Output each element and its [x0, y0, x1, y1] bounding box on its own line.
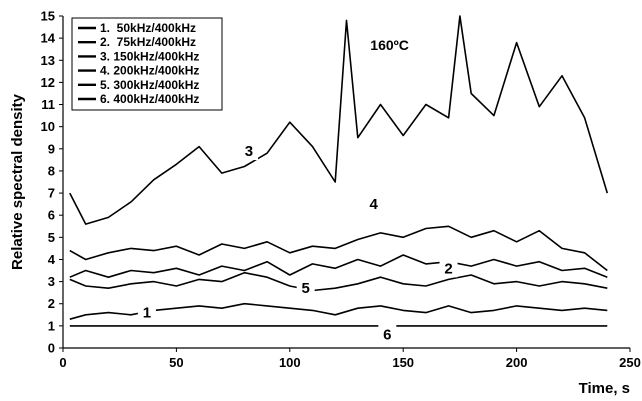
series-5-label: 5 — [302, 280, 310, 297]
x-tick-label: 200 — [506, 355, 528, 370]
series-5-label-bg — [296, 277, 315, 298]
y-tick-label: 4 — [48, 252, 56, 267]
y-tick-label: 7 — [48, 186, 55, 201]
y-tick-label: 13 — [41, 53, 55, 68]
y-tick-label: 6 — [48, 208, 55, 223]
legend-entry-5: 5. 300kHz/400kHz — [100, 78, 199, 92]
series-5-line — [69, 254, 608, 279]
series-3-label: 3 — [245, 143, 253, 160]
series-3-label-bg — [239, 140, 258, 161]
y-tick-label: 8 — [48, 163, 55, 178]
x-tick-label: 50 — [169, 355, 183, 370]
legend-entry-6: 6. 400kHz/400kHz — [100, 92, 199, 106]
y-tick-label: 11 — [41, 97, 55, 112]
series-4-line — [69, 225, 608, 272]
series-6-label-bg — [378, 323, 397, 344]
y-tick-label: 9 — [48, 141, 55, 156]
series-4-label-bg — [364, 193, 383, 214]
series-layer — [69, 15, 609, 327]
series-1-label-bg — [137, 301, 156, 322]
series-2-label-bg — [439, 257, 458, 278]
legend-entry-1: 1. 50kHz/400kHz — [100, 21, 196, 35]
y-tick-label: 10 — [41, 119, 55, 134]
y-tick-label: 15 — [41, 9, 55, 24]
series-2-label: 2 — [444, 260, 452, 277]
legend-entry-4: 4. 200kHz/400kHz — [100, 64, 199, 78]
x-tick-label: 0 — [59, 355, 66, 370]
y-tick-label: 14 — [41, 31, 56, 46]
legend-entry-3: 3. 150kHz/400kHz — [100, 49, 199, 63]
y-tick-label: 5 — [48, 230, 55, 245]
legend-box — [71, 17, 223, 111]
series-6-label: 6 — [383, 327, 391, 344]
x-tick-label: 150 — [392, 355, 414, 370]
series-4-label: 4 — [370, 196, 379, 213]
y-tick-label: 3 — [48, 274, 55, 289]
y-tick-label: 12 — [41, 75, 55, 90]
temperature-annotation: 160ºC — [370, 37, 409, 53]
x-tick-label: 250 — [619, 355, 641, 370]
series-labels: 1 2 3 4 5 6 — [137, 140, 458, 344]
x-tick-label: 100 — [279, 355, 301, 370]
series-2-line — [69, 271, 608, 292]
y-tick-label: 2 — [48, 296, 55, 311]
y-tick-label: 1 — [48, 318, 55, 333]
x-axis-title: Time, s — [579, 380, 630, 397]
legend-entry-2: 2. 75kHz/400kHz — [100, 35, 196, 49]
series-1-label: 1 — [143, 305, 151, 322]
y-axis-title: Relative spectral density — [9, 93, 26, 270]
series-3-line — [69, 15, 609, 225]
y-tick-label: 0 — [48, 341, 55, 356]
